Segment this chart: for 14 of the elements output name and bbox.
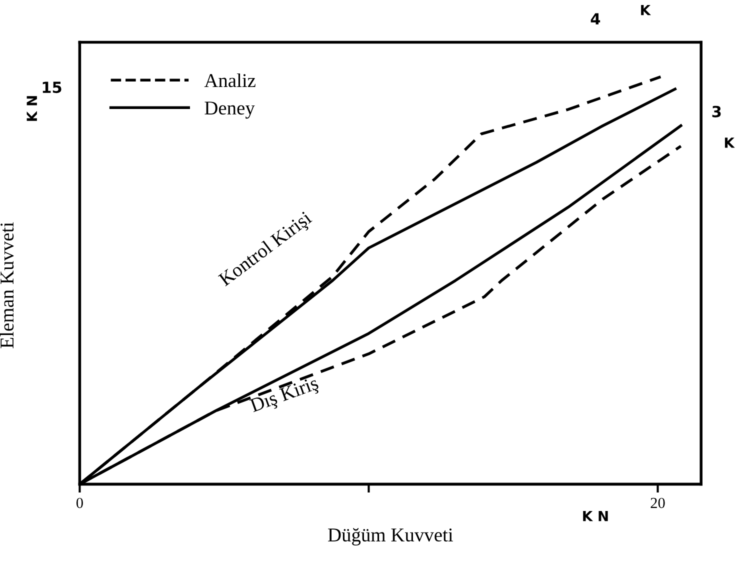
- y-axis-title: Eleman Kuvveti: [0, 222, 14, 348]
- text: K N: [26, 96, 37, 121]
- legend-label: Analiz: [204, 73, 256, 88]
- text: K: [641, 4, 651, 16]
- text: K N: [583, 511, 608, 522]
- text: K: [724, 138, 735, 148]
- text: 15: [42, 82, 62, 94]
- x-tick-label: 0: [76, 498, 83, 508]
- legend-label: Deney: [204, 102, 255, 119]
- annotation: Dış Kiriş: [249, 376, 320, 416]
- x-tick-label: 20: [650, 498, 665, 508]
- text: 3: [712, 106, 721, 118]
- text: 4: [590, 13, 600, 24]
- x-axis-title: Düğüm Kuvveti: [328, 528, 453, 546]
